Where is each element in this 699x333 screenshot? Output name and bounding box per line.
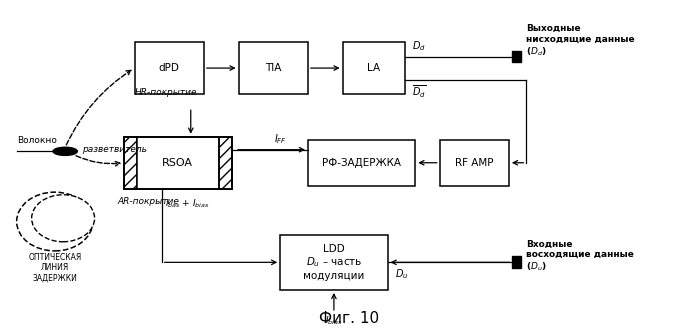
- Text: $D_d$: $D_d$: [412, 39, 426, 53]
- Text: ОПТИЧЕСКАЯ
ЛИНИЯ
ЗАДЕРЖКИ: ОПТИЧЕСКАЯ ЛИНИЯ ЗАДЕРЖКИ: [28, 252, 81, 282]
- Text: RSOA: RSOA: [162, 158, 194, 168]
- Ellipse shape: [53, 147, 78, 156]
- Ellipse shape: [17, 192, 93, 251]
- Text: AR-покрытие: AR-покрытие: [117, 197, 179, 206]
- FancyBboxPatch shape: [343, 42, 405, 94]
- Text: Фиг. 10: Фиг. 10: [319, 311, 380, 326]
- Text: RF AMP: RF AMP: [455, 158, 493, 168]
- Text: TIA: TIA: [265, 63, 282, 73]
- Text: $I_{bias}$: $I_{bias}$: [325, 315, 343, 327]
- Ellipse shape: [31, 195, 94, 242]
- Text: $I_{bas}$ + $I_{bias}$: $I_{bas}$ + $I_{bias}$: [165, 197, 210, 209]
- Text: Выходные
нисходящие данные
($D_d$): Выходные нисходящие данные ($D_d$): [526, 24, 635, 58]
- FancyBboxPatch shape: [136, 137, 219, 189]
- FancyBboxPatch shape: [440, 140, 509, 185]
- Text: Входные
восходящие данные
($D_u$): Входные восходящие данные ($D_u$): [526, 239, 634, 273]
- Text: HR-покрытие: HR-покрытие: [135, 89, 197, 98]
- Text: LA: LA: [367, 63, 380, 73]
- FancyBboxPatch shape: [280, 234, 388, 290]
- Text: LDD
$D_u$ – часть
модуляции: LDD $D_u$ – часть модуляции: [303, 244, 365, 281]
- Text: dPD: dPD: [159, 63, 180, 73]
- Text: $\overline{D_d}$: $\overline{D_d}$: [412, 84, 426, 100]
- Text: Волокно: Волокно: [17, 136, 57, 145]
- Bar: [512, 51, 521, 63]
- Text: разветвитель: разветвитель: [82, 145, 147, 154]
- Bar: [512, 256, 521, 268]
- Text: $D_u$: $D_u$: [394, 267, 408, 281]
- Text: РФ-ЗАДЕРЖКА: РФ-ЗАДЕРЖКА: [322, 158, 401, 168]
- FancyBboxPatch shape: [134, 42, 204, 94]
- Text: $I_{FF}$: $I_{FF}$: [274, 132, 287, 146]
- FancyBboxPatch shape: [238, 42, 308, 94]
- FancyBboxPatch shape: [308, 140, 415, 185]
